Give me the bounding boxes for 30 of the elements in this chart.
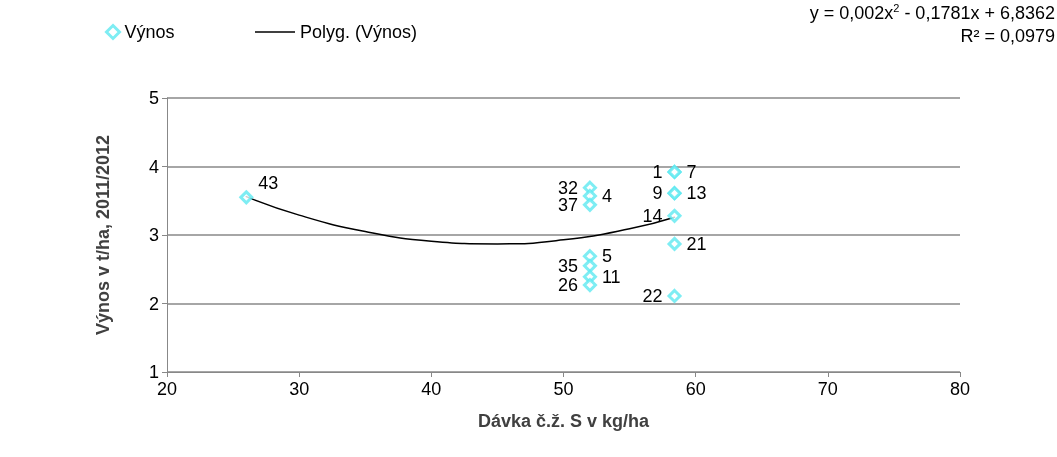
x-tick-label: 80 (949, 379, 971, 399)
x-axis-title: Dávka č.ž. S v kg/ha (477, 411, 651, 431)
y-axis-title: Výnos v t/ha, 2011/2012 (93, 134, 113, 336)
annotation: 26 (557, 275, 578, 296)
annotation: 7 (686, 161, 697, 182)
legend-label: Polyg. (Výnos) (300, 22, 418, 42)
annotation: 5 (601, 246, 612, 267)
y-tick-label: 2 (148, 293, 159, 314)
annotation: 9 (652, 183, 663, 204)
x-tick-label: 30 (289, 379, 310, 399)
annotation: 35 (557, 255, 578, 276)
x-tick-label: 50 (553, 379, 574, 399)
x-tick-label: 20 (156, 379, 178, 399)
y-tick-label: 3 (148, 225, 159, 245)
annotation: 14 (642, 205, 663, 226)
y-tick-label: 1 (148, 362, 159, 382)
legend-label: Výnos (124, 22, 175, 42)
annotation: 13 (686, 183, 707, 204)
x-tick-label: 70 (817, 379, 838, 399)
annotation: 1 (652, 161, 663, 182)
text: R² = 0,0979 (960, 26, 1055, 46)
annotation: 21 (686, 233, 707, 254)
y-tick-label: 5 (148, 88, 159, 108)
annotation: 4 (601, 185, 612, 206)
x-tick-label: 40 (421, 379, 442, 399)
x-tick-label: 60 (685, 379, 706, 399)
annotation: 43 (258, 173, 279, 194)
annotation: 11 (601, 266, 621, 287)
y-tick-label: 4 (148, 156, 159, 177)
annotation: 22 (642, 285, 663, 306)
